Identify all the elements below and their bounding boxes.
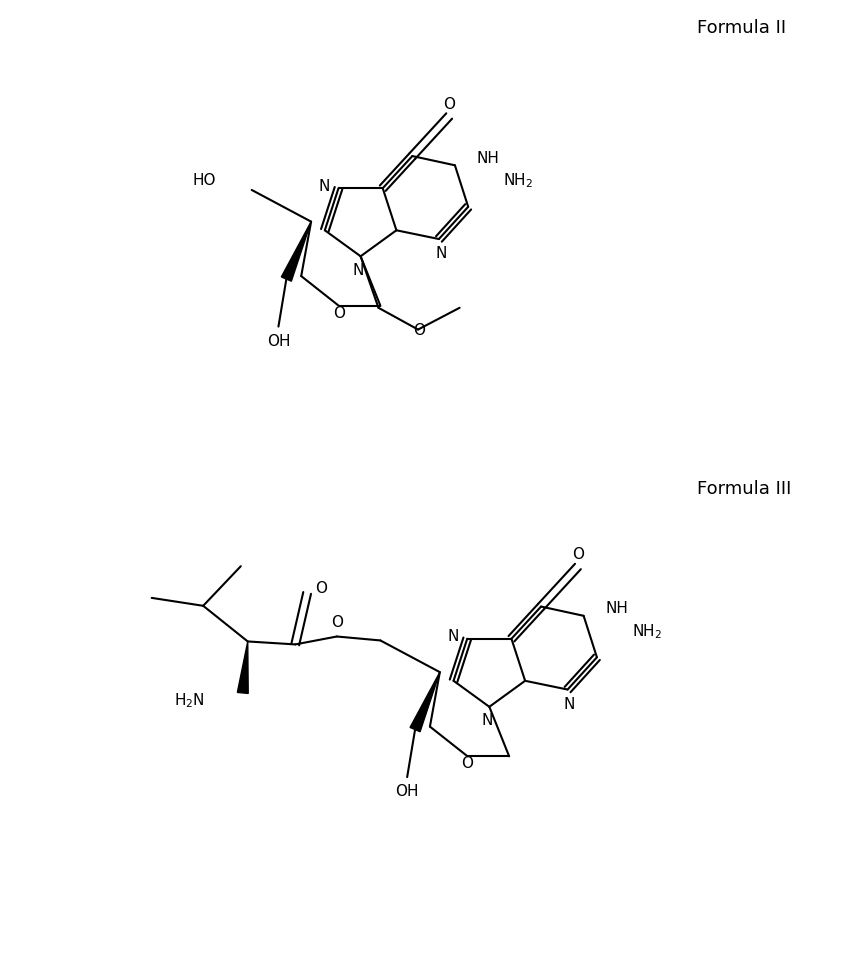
Text: N: N [435, 247, 446, 261]
Text: NH$_2$: NH$_2$ [631, 622, 662, 641]
Text: O: O [315, 582, 327, 596]
Text: N: N [481, 713, 492, 728]
Text: NH$_2$: NH$_2$ [503, 172, 533, 190]
Text: NH: NH [604, 601, 628, 617]
Text: O: O [331, 616, 343, 630]
Text: O: O [443, 96, 455, 112]
Text: O: O [413, 323, 425, 338]
Text: N: N [447, 629, 458, 644]
Text: O: O [333, 306, 344, 320]
Text: O: O [571, 547, 583, 562]
Text: H$_2$N: H$_2$N [174, 691, 205, 710]
Text: N: N [318, 179, 330, 194]
Text: N: N [563, 697, 575, 712]
Text: O: O [461, 756, 473, 771]
Text: Formula II: Formula II [696, 18, 786, 37]
Polygon shape [409, 672, 440, 732]
Polygon shape [237, 642, 248, 693]
Text: Formula III: Formula III [696, 480, 791, 498]
Text: NH: NH [476, 151, 499, 166]
Text: HO: HO [192, 173, 216, 187]
Text: OH: OH [267, 334, 289, 349]
Polygon shape [281, 221, 311, 282]
Text: N: N [353, 262, 364, 278]
Text: OH: OH [395, 785, 419, 799]
